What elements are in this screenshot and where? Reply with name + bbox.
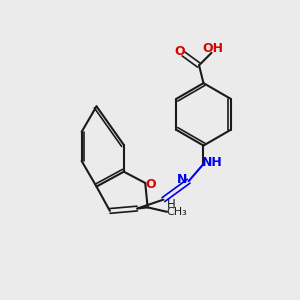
Text: N: N <box>177 173 187 186</box>
Text: O: O <box>175 45 185 58</box>
Text: O: O <box>145 178 156 191</box>
Text: NH: NH <box>202 156 223 169</box>
Text: H: H <box>167 199 176 212</box>
Text: OH: OH <box>202 42 224 55</box>
Text: CH₃: CH₃ <box>166 207 187 217</box>
